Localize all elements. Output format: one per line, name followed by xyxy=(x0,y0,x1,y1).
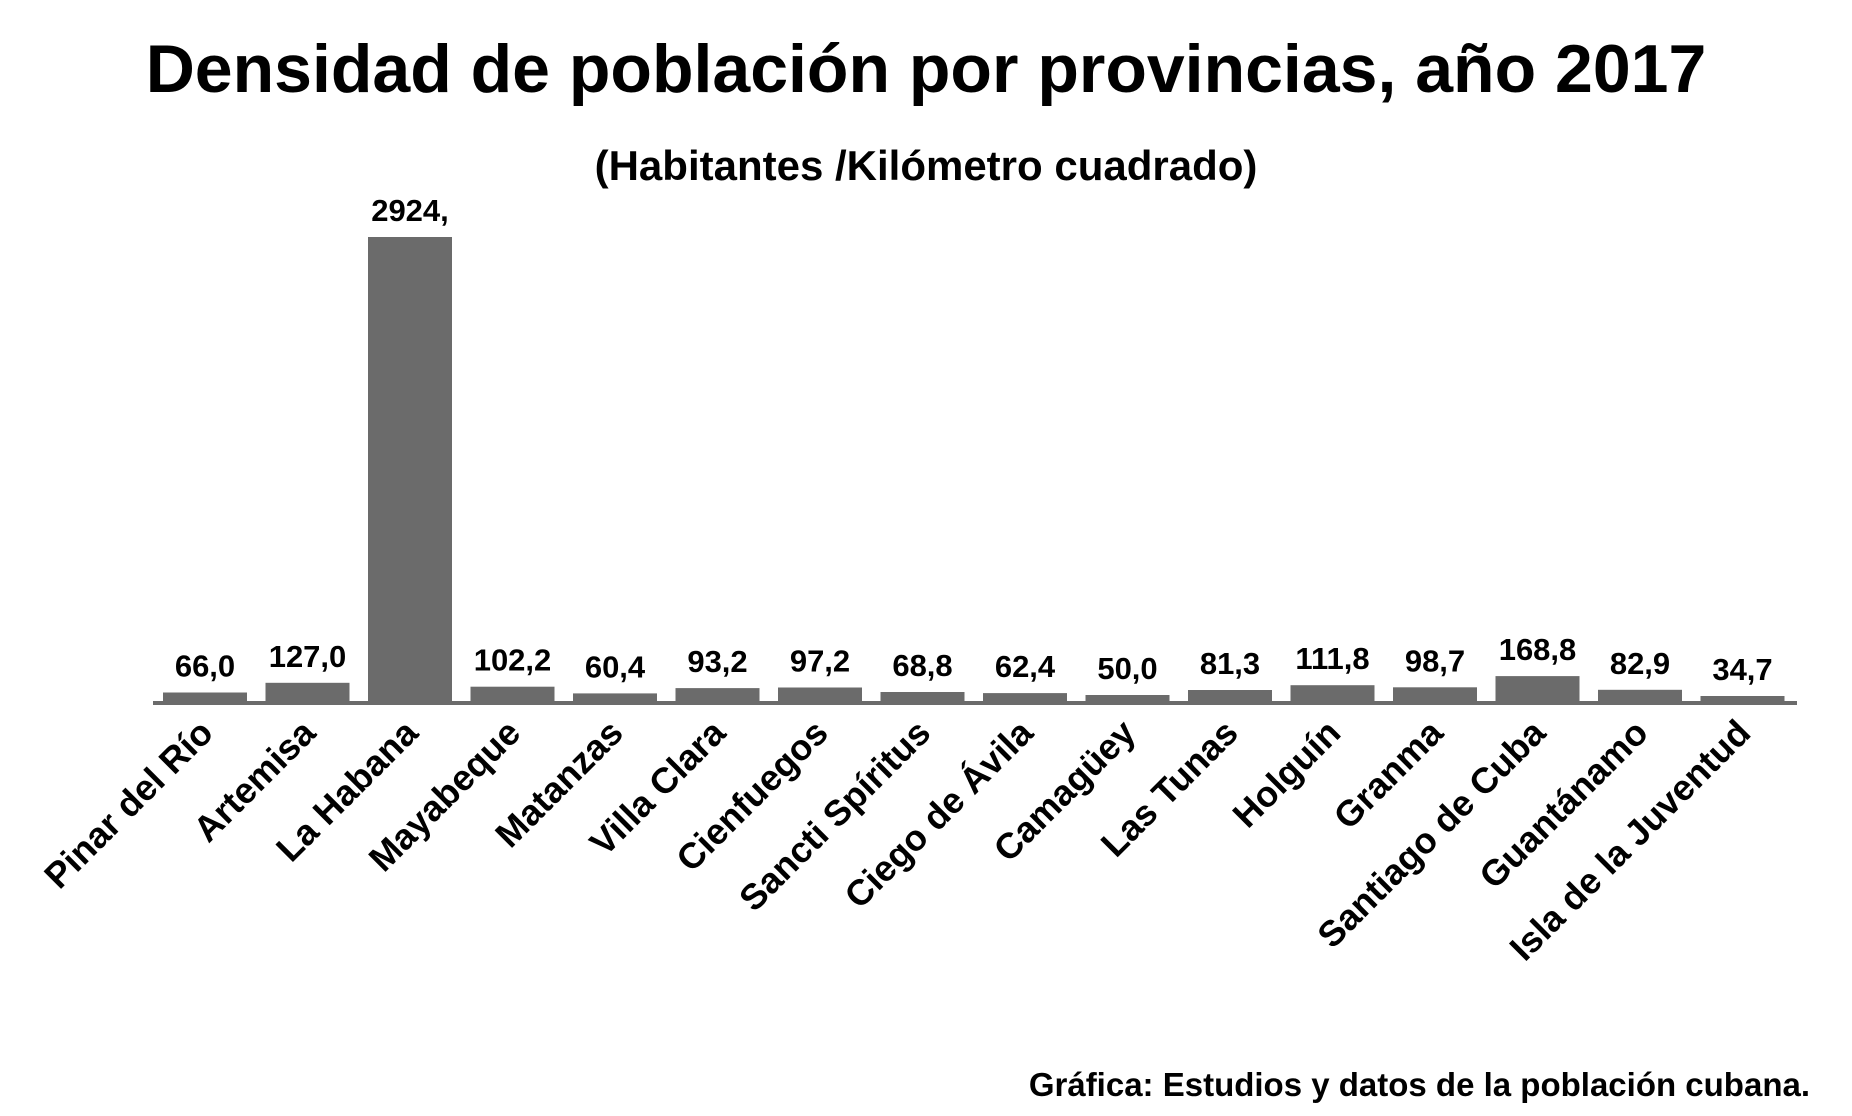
bar xyxy=(983,693,1067,703)
bar xyxy=(1495,676,1580,703)
data-label: 97,2 xyxy=(790,644,850,679)
bar xyxy=(675,688,760,703)
data-label: 111,8 xyxy=(1295,641,1369,676)
data-label: 68,8 xyxy=(892,648,952,683)
bar xyxy=(368,237,452,703)
bar xyxy=(880,692,965,703)
bar xyxy=(1598,689,1682,703)
bar xyxy=(265,682,350,703)
source-note: Gráfica: Estudios y datos de la població… xyxy=(1029,1066,1810,1103)
data-label: 82,9 xyxy=(1610,646,1670,681)
data-label: 127,0 xyxy=(269,639,347,674)
bar xyxy=(1085,695,1170,703)
bar xyxy=(163,692,247,703)
data-label: 50,0 xyxy=(1097,651,1157,686)
data-label: 60,4 xyxy=(585,649,646,684)
bars-group xyxy=(163,237,1785,703)
chart-subtitle: (Habitantes /Kilómetro cuadrado) xyxy=(595,142,1258,189)
bar xyxy=(778,687,862,703)
data-label: 93,2 xyxy=(687,644,747,679)
x-tick-label: Holguín xyxy=(1224,712,1348,836)
data-label: 34,7 xyxy=(1712,652,1772,687)
bar xyxy=(1188,690,1272,703)
x-tick-label: Ciego de Ávila xyxy=(836,711,1041,916)
data-label: 98,7 xyxy=(1405,643,1465,678)
bar xyxy=(573,693,657,703)
chart-title: Densidad de población por provincias, añ… xyxy=(146,31,1707,107)
bar xyxy=(470,686,555,703)
data-label: 2924, xyxy=(371,193,449,228)
x-tick-label: Pinar del Río xyxy=(36,712,221,897)
bar xyxy=(1290,685,1375,703)
data-label: 66,0 xyxy=(175,649,235,684)
bar xyxy=(1393,687,1477,703)
data-label: 168,8 xyxy=(1499,632,1577,667)
data-label: 102,2 xyxy=(474,643,552,678)
data-label: 81,3 xyxy=(1200,646,1260,681)
value-labels-group: 66,0 127,0 2924, 102,2 60,4 93,2 97,2 68,8 62,4 5… xyxy=(175,193,1773,687)
bar xyxy=(1700,696,1785,703)
data-label: 62,4 xyxy=(995,649,1056,684)
